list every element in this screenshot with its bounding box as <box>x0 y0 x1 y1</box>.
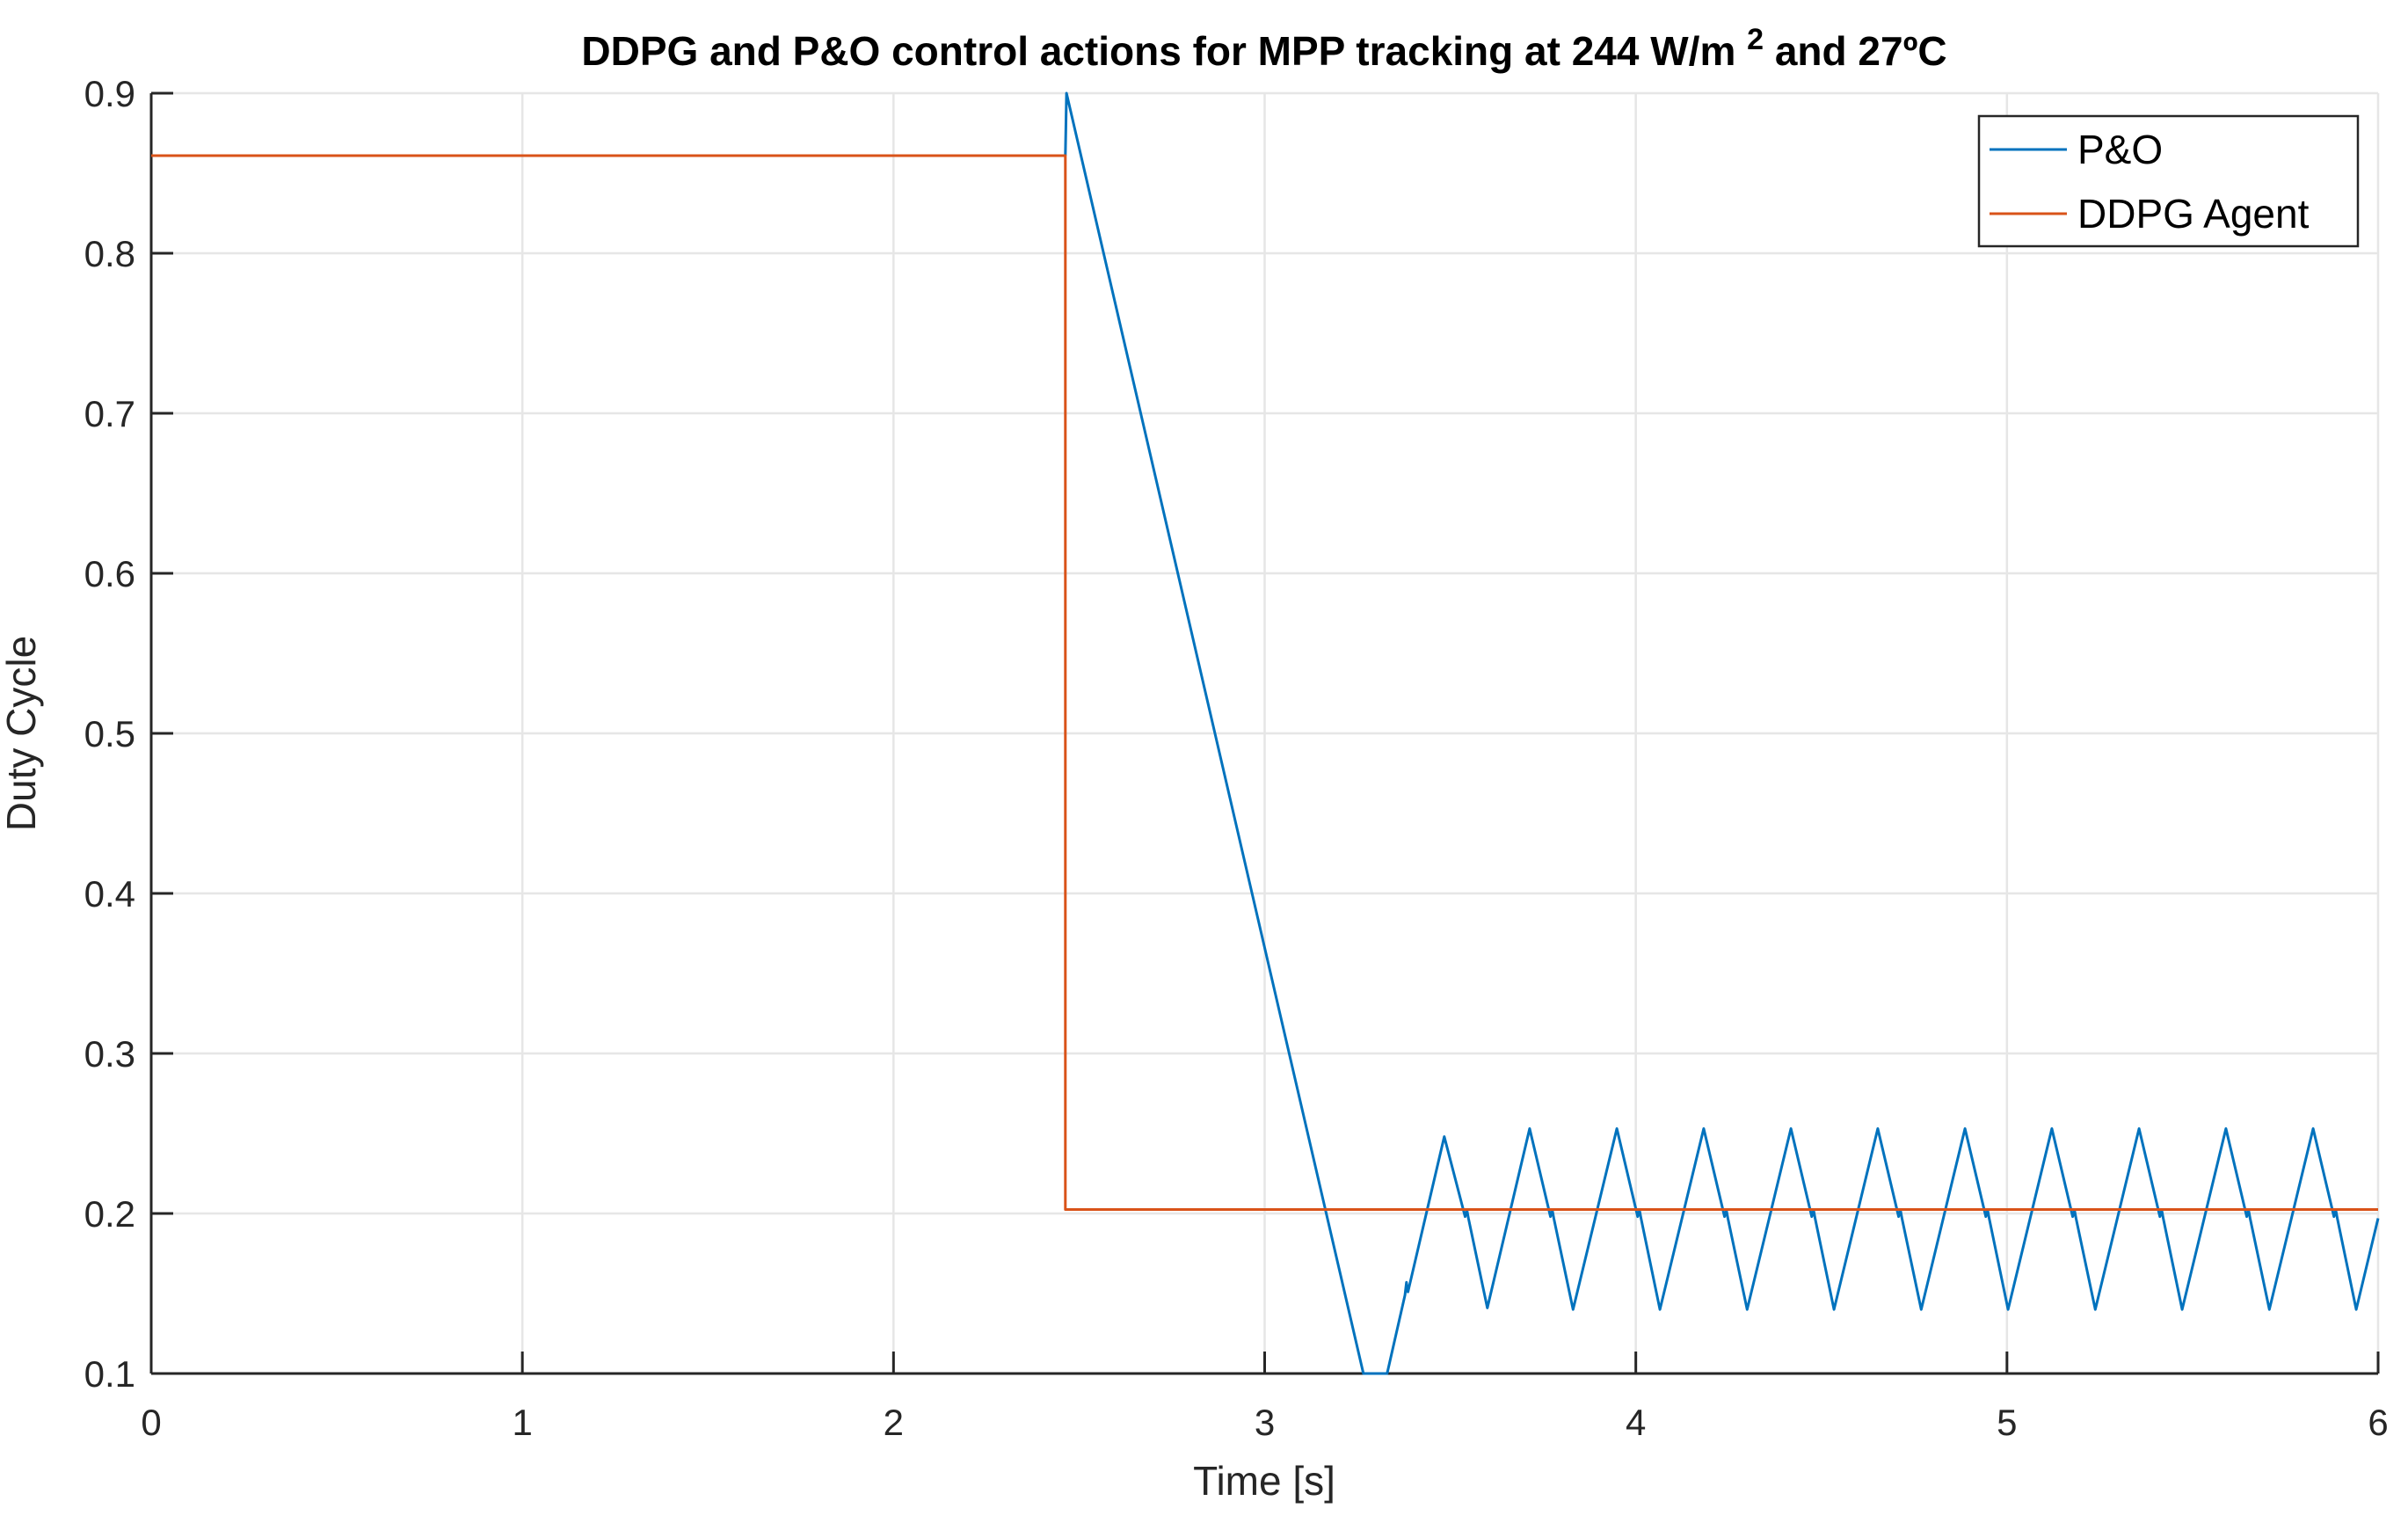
y-tick-label: 0.8 <box>84 233 135 274</box>
y-tick-label: 0.2 <box>84 1193 135 1235</box>
y-tick-label: 0.6 <box>84 553 135 594</box>
y-tick-label: 0.9 <box>84 73 135 114</box>
x-tick-label: 3 <box>1255 1402 1275 1443</box>
y-tick-label: 0.3 <box>84 1033 135 1075</box>
y-axis-label: Duty Cycle <box>0 636 44 831</box>
x-tick-label: 4 <box>1626 1402 1646 1443</box>
data-series <box>151 91 2380 1375</box>
legend: P&O DDPG Agent <box>1977 114 2360 248</box>
chart-title-main: DDPG and P&O control actions for MPP tra… <box>581 28 1735 74</box>
x-tick-label: 2 <box>884 1402 904 1443</box>
legend-entry-label: DDPG Agent <box>2077 191 2310 237</box>
ddpg-series-line <box>151 154 2378 1211</box>
chart-title-superscript: 2 <box>1747 23 1764 56</box>
y-tick-label: 0.5 <box>84 713 135 754</box>
legend-entry-label: P&O <box>2077 127 2163 172</box>
chart-title: DDPG and P&O control actions for MPP tra… <box>581 12 1946 74</box>
axes <box>149 91 2380 1375</box>
tick-labels: 0 1 2 3 4 5 6 0.1 0.2 0.3 0.4 0.5 0.6 0.7 0.8 0.9 <box>84 73 2389 1443</box>
y-tick-label: 0.1 <box>84 1353 135 1395</box>
legend-box <box>1977 114 2360 248</box>
y-tick-label: 0.7 <box>84 393 135 434</box>
chart-title-suffix: and 27ºC <box>1775 28 1947 74</box>
x-tick-label: 6 <box>2368 1402 2388 1443</box>
x-tick-label: 1 <box>512 1402 532 1443</box>
x-tick-label: 5 <box>1997 1402 2017 1443</box>
pno-series-line <box>1064 91 2380 1375</box>
x-axis-label: Time [s] <box>1193 1458 1335 1504</box>
y-tick-label: 0.4 <box>84 873 135 915</box>
x-tick-label: 0 <box>141 1402 161 1443</box>
